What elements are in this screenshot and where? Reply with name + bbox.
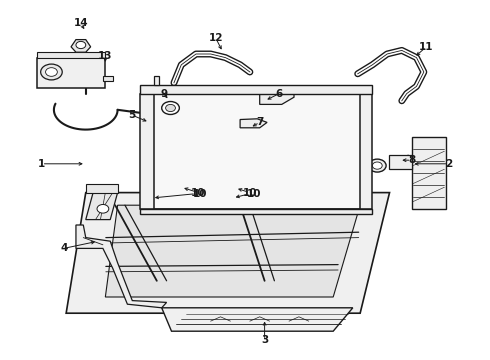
Text: 10: 10 xyxy=(243,188,257,198)
Polygon shape xyxy=(103,76,113,81)
Polygon shape xyxy=(154,76,159,85)
Circle shape xyxy=(97,204,109,213)
Text: 7: 7 xyxy=(256,117,264,127)
Polygon shape xyxy=(412,137,446,209)
Polygon shape xyxy=(260,86,294,104)
Polygon shape xyxy=(71,40,91,52)
Polygon shape xyxy=(86,184,118,193)
Text: 6: 6 xyxy=(276,89,283,99)
Text: 10: 10 xyxy=(191,188,206,198)
Polygon shape xyxy=(240,119,267,128)
Text: 2: 2 xyxy=(445,159,452,169)
Polygon shape xyxy=(389,155,412,169)
Circle shape xyxy=(368,159,386,172)
Text: 8: 8 xyxy=(408,155,415,165)
Text: 9: 9 xyxy=(161,89,168,99)
Text: 13: 13 xyxy=(98,51,113,61)
Circle shape xyxy=(41,64,62,80)
Text: 3: 3 xyxy=(261,335,268,345)
Text: 14: 14 xyxy=(74,18,88,28)
Circle shape xyxy=(76,41,86,49)
Polygon shape xyxy=(37,58,105,88)
Text: 1: 1 xyxy=(38,159,45,169)
Polygon shape xyxy=(360,94,372,209)
Polygon shape xyxy=(66,193,390,313)
Polygon shape xyxy=(162,308,353,331)
Text: 12: 12 xyxy=(208,33,223,43)
Polygon shape xyxy=(140,85,372,94)
Circle shape xyxy=(372,162,382,169)
Polygon shape xyxy=(140,94,154,209)
Polygon shape xyxy=(86,193,118,220)
Circle shape xyxy=(166,104,175,112)
Polygon shape xyxy=(140,209,372,214)
Text: 5: 5 xyxy=(129,110,136,120)
Circle shape xyxy=(162,102,179,114)
Circle shape xyxy=(46,68,57,76)
Polygon shape xyxy=(105,205,360,297)
Polygon shape xyxy=(37,52,105,58)
Text: 4: 4 xyxy=(60,243,68,253)
Text: 11: 11 xyxy=(419,42,434,52)
Polygon shape xyxy=(76,225,167,308)
Text: 10: 10 xyxy=(246,189,261,199)
Text: 10: 10 xyxy=(193,189,207,199)
Polygon shape xyxy=(149,94,370,209)
